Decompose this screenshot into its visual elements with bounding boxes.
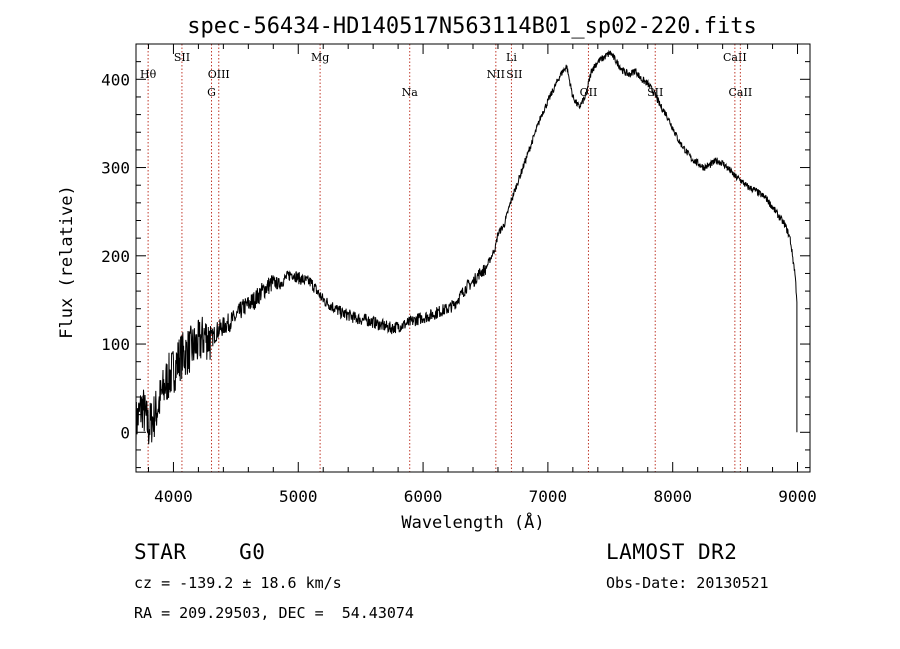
line-marker-label: Hθ <box>140 68 157 81</box>
survey-label: LAMOST DR2 <box>606 540 738 564</box>
x-tick-label: 7000 <box>529 487 568 506</box>
x-tick-label: 9000 <box>778 487 817 506</box>
obs-date-line: Obs-Date: 20130521 <box>606 574 769 592</box>
coords-line: RA = 209.29503, DEC = 54.43074 <box>134 604 414 622</box>
y-tick-label: 400 <box>101 70 130 89</box>
y-tick-label: 0 <box>120 423 130 442</box>
cz-line: cz = -139.2 ± 18.6 km/s <box>134 574 342 592</box>
chart-title: spec-56434-HD140517N563114B01_sp02-220.f… <box>187 14 757 39</box>
line-marker-label: OIII <box>208 68 230 81</box>
spectrum-series <box>135 49 798 448</box>
y-tick-label: 300 <box>101 159 130 178</box>
x-axis-label: Wavelength (Å) <box>401 511 544 533</box>
line-marker-label: CaII <box>723 51 747 64</box>
plot-frame <box>135 43 811 473</box>
x-axis-ticks: 4000 5000 6000 7000 8000 9000 <box>147 44 817 506</box>
x-tick-label: 5000 <box>279 487 318 506</box>
line-marker-label: SII <box>506 68 522 81</box>
class-label: STAR <box>134 540 187 564</box>
y-tick-label: 100 <box>101 335 130 354</box>
line-marker-label: Li <box>506 51 517 64</box>
line-marker-label: G <box>207 86 216 99</box>
subclass-label: G0 <box>239 540 266 564</box>
x-tick-label: 4000 <box>154 487 193 506</box>
line-marker-label: Na <box>402 86 419 99</box>
line-marker-label: NII <box>487 68 505 81</box>
x-tick-label: 6000 <box>404 487 443 506</box>
line-marker-label: OII <box>580 86 598 99</box>
y-axis-label: Flux (relative) <box>57 185 77 339</box>
object-class: STAR G0 <box>134 540 265 564</box>
y-axis-ticks: 0 100 200 300 400 <box>101 43 810 469</box>
x-tick-label: 8000 <box>653 487 692 506</box>
line-marker-label: SII <box>174 51 190 64</box>
line-marker-label: Mg <box>311 51 329 64</box>
y-tick-label: 200 <box>101 247 130 266</box>
spectrum-line <box>135 49 798 448</box>
line-marker-label: CaII <box>729 86 753 99</box>
